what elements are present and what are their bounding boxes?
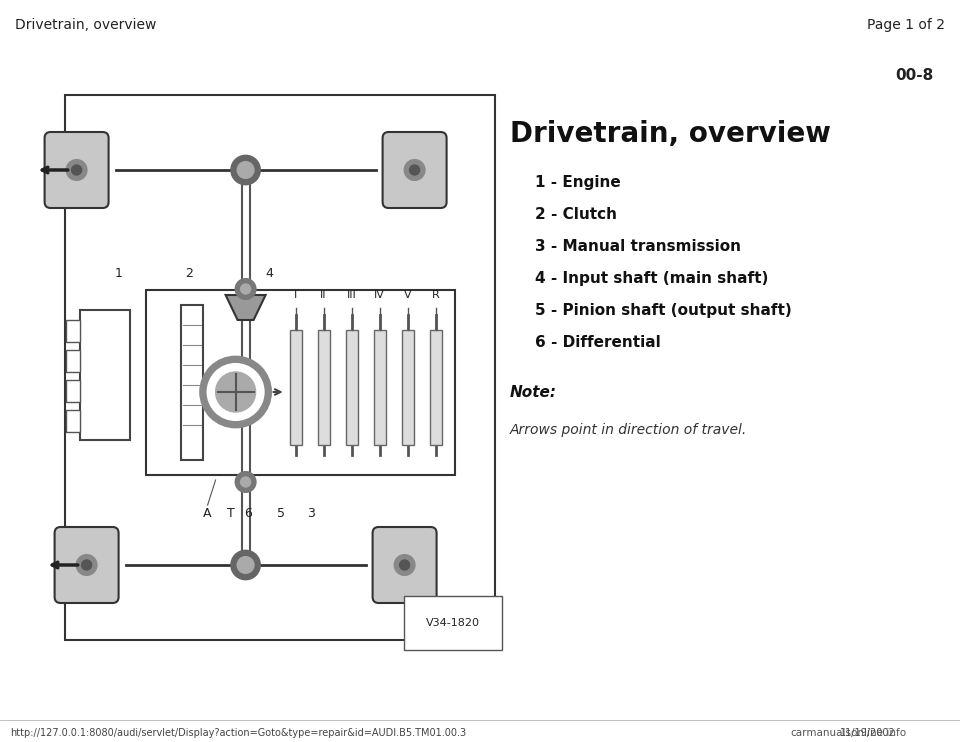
Text: http://127.0.0.1:8080/audi/servlet/Display?action=Goto&type=repair&id=AUDI.B5.TM: http://127.0.0.1:8080/audi/servlet/Displ… — [10, 728, 467, 738]
Circle shape — [201, 357, 271, 427]
Text: 1 - Engine: 1 - Engine — [535, 175, 621, 190]
Text: 6: 6 — [244, 507, 252, 520]
Text: 2 - Clutch: 2 - Clutch — [535, 207, 617, 222]
Text: 6 - Differential: 6 - Differential — [535, 335, 660, 350]
Text: 5 - Pinion shaft (output shaft): 5 - Pinion shaft (output shaft) — [535, 303, 792, 318]
Bar — [65, 95, 495, 640]
Bar — [66, 410, 80, 432]
Text: R: R — [432, 290, 440, 300]
Text: Arrows point in direction of travel.: Arrows point in direction of travel. — [510, 423, 747, 437]
Bar — [318, 330, 329, 445]
Circle shape — [216, 372, 255, 412]
FancyBboxPatch shape — [383, 132, 446, 208]
Text: 3 - Manual transmission: 3 - Manual transmission — [535, 239, 741, 254]
FancyBboxPatch shape — [44, 132, 108, 208]
FancyBboxPatch shape — [372, 527, 437, 603]
Text: 1: 1 — [115, 267, 123, 280]
Circle shape — [72, 165, 82, 175]
Text: 4: 4 — [266, 267, 274, 280]
Text: IV: IV — [374, 290, 385, 300]
Bar — [146, 290, 455, 475]
Text: I: I — [294, 290, 298, 300]
Circle shape — [410, 165, 420, 175]
Circle shape — [82, 560, 91, 570]
Text: 11/19/2002: 11/19/2002 — [840, 728, 896, 738]
Bar — [290, 330, 301, 445]
Bar — [66, 380, 80, 402]
Text: 4 - Input shaft (main shaft): 4 - Input shaft (main shaft) — [535, 271, 768, 286]
Polygon shape — [226, 295, 266, 320]
FancyBboxPatch shape — [55, 527, 119, 603]
Text: 3: 3 — [306, 507, 315, 520]
Circle shape — [399, 560, 410, 570]
Circle shape — [238, 557, 253, 573]
Circle shape — [231, 156, 259, 184]
Text: Page 1 of 2: Page 1 of 2 — [867, 18, 945, 32]
Text: Drivetrain, overview: Drivetrain, overview — [15, 18, 156, 32]
Bar — [401, 330, 414, 445]
Circle shape — [404, 160, 424, 180]
Bar — [66, 320, 80, 342]
Circle shape — [207, 364, 264, 420]
Text: carmanualsonline.info: carmanualsonline.info — [790, 728, 906, 738]
Text: 00-8: 00-8 — [895, 68, 933, 83]
Bar — [180, 305, 203, 460]
Bar — [373, 330, 386, 445]
Bar — [346, 330, 357, 445]
Circle shape — [66, 160, 86, 180]
Text: T: T — [227, 507, 234, 520]
Circle shape — [77, 555, 97, 575]
Text: II: II — [321, 290, 326, 300]
Text: 5: 5 — [276, 507, 284, 520]
Circle shape — [231, 551, 259, 579]
Circle shape — [238, 162, 253, 178]
Bar — [66, 350, 80, 372]
Circle shape — [395, 555, 415, 575]
Text: Drivetrain, overview: Drivetrain, overview — [510, 120, 830, 148]
Circle shape — [235, 472, 255, 492]
Bar — [430, 330, 442, 445]
Circle shape — [241, 284, 251, 294]
Circle shape — [235, 279, 255, 299]
Text: A: A — [204, 507, 212, 520]
Text: V: V — [404, 290, 412, 300]
Text: Note:: Note: — [510, 385, 557, 400]
Bar — [80, 310, 130, 440]
Circle shape — [241, 477, 251, 487]
Text: III: III — [347, 290, 356, 300]
Text: V34-1820: V34-1820 — [426, 618, 480, 628]
Text: 2: 2 — [185, 267, 194, 280]
